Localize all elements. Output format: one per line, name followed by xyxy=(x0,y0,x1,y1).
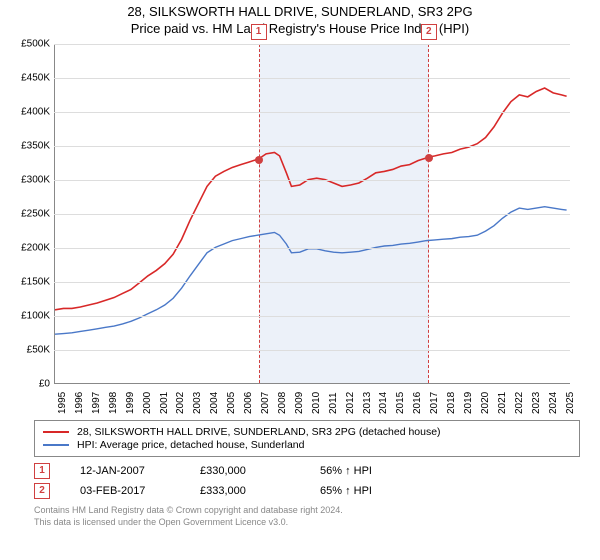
sale-row-1: 1 12-JAN-2007 £330,000 56% ↑ HPI xyxy=(34,463,580,479)
y-gridline xyxy=(54,214,570,215)
y-tick-label: £500K xyxy=(10,39,50,50)
y-gridline xyxy=(54,350,570,351)
x-tick-label: 2016 xyxy=(412,392,423,414)
x-tick-label: 2024 xyxy=(548,392,559,414)
y-tick-label: £450K xyxy=(10,73,50,84)
x-tick-label: 2017 xyxy=(429,392,440,414)
sale-pct-1: 56% ↑ HPI xyxy=(320,465,440,477)
chart-title: 28, SILKSWORTH HALL DRIVE, SUNDERLAND, S… xyxy=(0,4,600,19)
legend-swatch-property xyxy=(43,431,69,433)
footer-line-2: This data is licensed under the Open Gov… xyxy=(34,517,580,529)
sale-marker-2: 2 xyxy=(34,483,50,499)
x-tick-label: 2023 xyxy=(531,392,542,414)
x-tick-label: 2013 xyxy=(362,392,373,414)
x-tick-label: 1998 xyxy=(108,392,119,414)
sale-date-2: 03-FEB-2017 xyxy=(80,485,200,497)
sale-dot-1 xyxy=(255,156,263,164)
sale-rows: 1 12-JAN-2007 £330,000 56% ↑ HPI 2 03-FE… xyxy=(34,463,580,499)
y-gridline xyxy=(54,248,570,249)
y-gridline xyxy=(54,180,570,181)
sale-dot-2 xyxy=(425,154,433,162)
x-tick-label: 2025 xyxy=(565,392,576,414)
x-tick-label: 2019 xyxy=(463,392,474,414)
sale-date-1: 12-JAN-2007 xyxy=(80,465,200,477)
title-block: 28, SILKSWORTH HALL DRIVE, SUNDERLAND, S… xyxy=(0,0,600,38)
x-tick-label: 1997 xyxy=(91,392,102,414)
x-tick-label: 2022 xyxy=(514,392,525,414)
x-tick-label: 2003 xyxy=(192,392,203,414)
y-gridline xyxy=(54,112,570,113)
y-tick-label: £350K xyxy=(10,141,50,152)
x-tick-label: 1999 xyxy=(125,392,136,414)
chart-marker-2: 2 xyxy=(421,24,437,40)
x-tick-label: 2020 xyxy=(480,392,491,414)
sale-pct-2: 65% ↑ HPI xyxy=(320,485,440,497)
x-tick-label: 2004 xyxy=(209,392,220,414)
chart-area: 12 £0£50K£100K£150K£200K£250K£300K£350K£… xyxy=(10,38,580,418)
y-tick-label: £0 xyxy=(10,379,50,390)
x-tick-label: 2009 xyxy=(294,392,305,414)
sale-row-2: 2 03-FEB-2017 £333,000 65% ↑ HPI xyxy=(34,483,580,499)
y-tick-label: £50K xyxy=(10,345,50,356)
x-tick-label: 2014 xyxy=(378,392,389,414)
legend-item-property: 28, SILKSWORTH HALL DRIVE, SUNDERLAND, S… xyxy=(43,426,571,438)
y-gridline xyxy=(54,78,570,79)
sale-price-2: £333,000 xyxy=(200,485,320,497)
sale-marker-1: 1 xyxy=(34,463,50,479)
x-tick-label: 1995 xyxy=(57,392,68,414)
x-tick-label: 2002 xyxy=(175,392,186,414)
y-gridline xyxy=(54,146,570,147)
sale-price-1: £330,000 xyxy=(200,465,320,477)
x-tick-label: 2007 xyxy=(260,392,271,414)
footer: Contains HM Land Registry data © Crown c… xyxy=(34,505,580,528)
y-tick-label: £100K xyxy=(10,311,50,322)
y-tick-label: £300K xyxy=(10,175,50,186)
y-tick-label: £200K xyxy=(10,243,50,254)
y-gridline xyxy=(54,282,570,283)
chart-subtitle: Price paid vs. HM Land Registry's House … xyxy=(0,21,600,36)
y-tick-label: £400K xyxy=(10,107,50,118)
footer-line-1: Contains HM Land Registry data © Crown c… xyxy=(34,505,580,517)
x-tick-label: 2010 xyxy=(311,392,322,414)
legend-swatch-hpi xyxy=(43,444,69,446)
x-tick-label: 2006 xyxy=(243,392,254,414)
legend-label-property: 28, SILKSWORTH HALL DRIVE, SUNDERLAND, S… xyxy=(77,426,441,438)
series-property xyxy=(55,88,567,310)
x-tick-label: 2000 xyxy=(142,392,153,414)
x-tick-label: 2011 xyxy=(328,392,339,414)
x-tick-label: 2001 xyxy=(159,392,170,414)
y-gridline xyxy=(54,44,570,45)
y-tick-label: £250K xyxy=(10,209,50,220)
x-tick-label: 2018 xyxy=(446,392,457,414)
y-gridline xyxy=(54,316,570,317)
y-tick-label: £150K xyxy=(10,277,50,288)
legend-label-hpi: HPI: Average price, detached house, Sund… xyxy=(77,439,304,451)
x-tick-label: 2008 xyxy=(277,392,288,414)
x-tick-label: 2005 xyxy=(226,392,237,414)
legend: 28, SILKSWORTH HALL DRIVE, SUNDERLAND, S… xyxy=(34,420,580,457)
x-tick-label: 2012 xyxy=(345,392,356,414)
x-tick-label: 2021 xyxy=(497,392,508,414)
legend-item-hpi: HPI: Average price, detached house, Sund… xyxy=(43,439,571,451)
x-tick-label: 1996 xyxy=(74,392,85,414)
x-tick-label: 2015 xyxy=(395,392,406,414)
chart-marker-1: 1 xyxy=(251,24,267,40)
